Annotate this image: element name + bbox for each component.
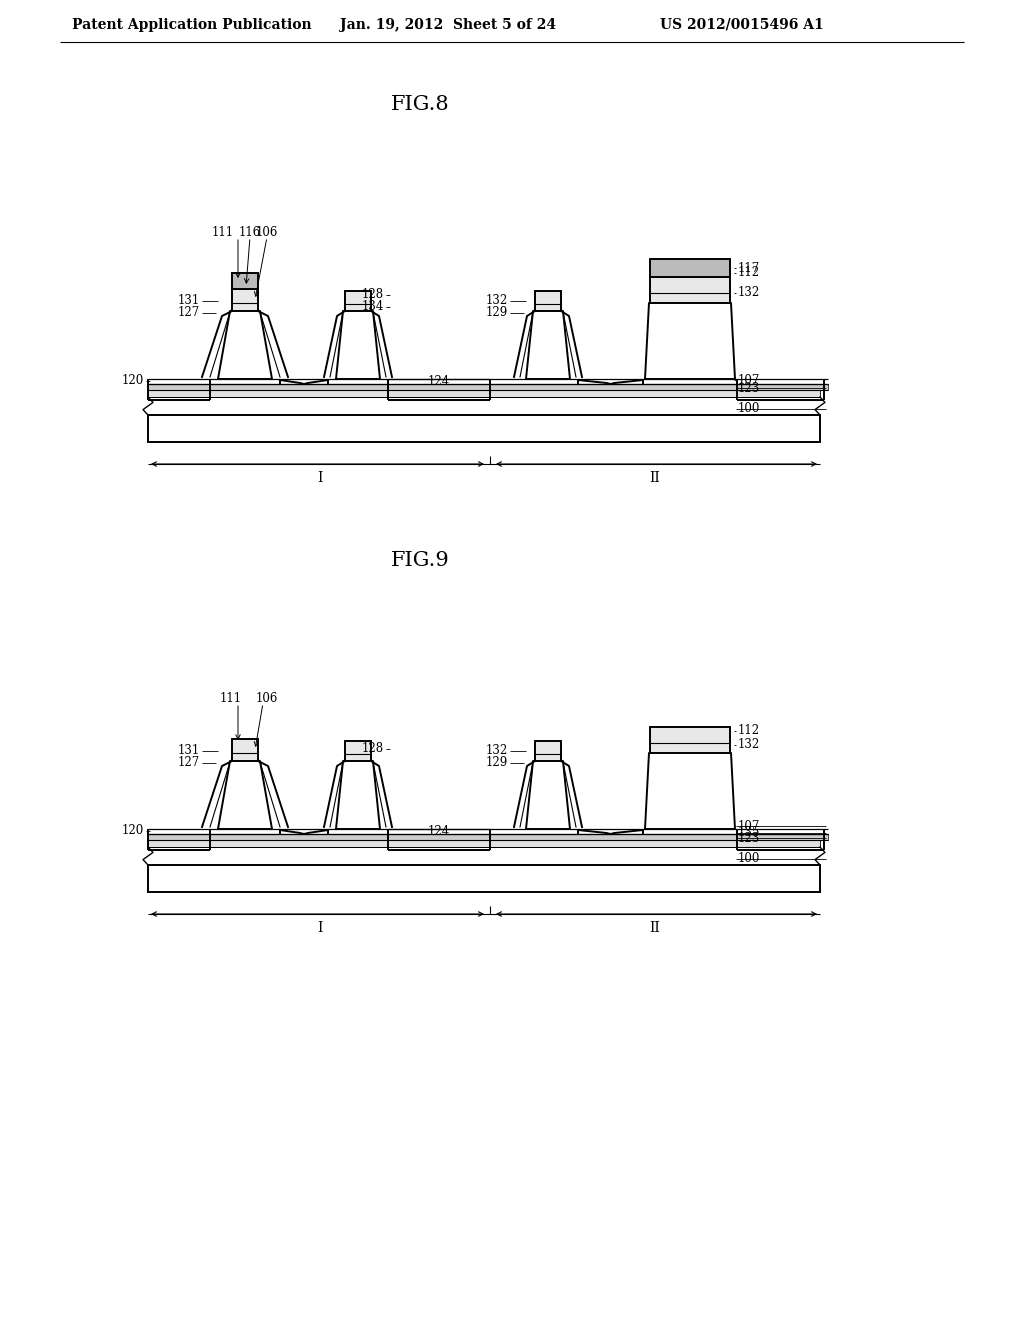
Text: 127: 127	[178, 306, 200, 319]
Text: 128: 128	[361, 742, 384, 755]
Text: 124: 124	[428, 825, 451, 838]
Bar	[148, 834, 828, 840]
Text: FIG.8: FIG.8	[391, 95, 450, 115]
Text: 123: 123	[738, 381, 760, 395]
Text: 132: 132	[738, 286, 760, 300]
Polygon shape	[645, 304, 735, 379]
Text: 117: 117	[738, 261, 760, 275]
Polygon shape	[218, 762, 272, 829]
Text: 112: 112	[738, 267, 760, 280]
Bar	[650, 727, 730, 752]
Text: 127: 127	[178, 756, 200, 770]
Text: 123: 123	[738, 832, 760, 845]
Bar	[232, 289, 258, 312]
Polygon shape	[645, 752, 735, 829]
Bar	[535, 741, 561, 762]
Text: 135: 135	[738, 826, 761, 840]
Bar	[148, 389, 820, 397]
Text: 132: 132	[738, 738, 760, 751]
Text: 129: 129	[485, 306, 508, 319]
Text: 111: 111	[220, 693, 242, 705]
Text: 111: 111	[212, 227, 234, 239]
Text: 120: 120	[122, 375, 144, 388]
Text: 100: 100	[738, 403, 761, 416]
Bar	[148, 840, 820, 847]
Text: 120: 120	[122, 825, 144, 837]
Text: Patent Application Publication: Patent Application Publication	[72, 18, 311, 32]
Polygon shape	[336, 762, 380, 829]
Text: 112: 112	[738, 725, 760, 738]
Text: I: I	[317, 471, 323, 484]
Text: II: II	[649, 921, 660, 935]
Text: 106: 106	[256, 227, 279, 239]
Text: 131: 131	[178, 294, 200, 308]
Text: 132: 132	[485, 744, 508, 758]
Polygon shape	[336, 312, 380, 379]
Polygon shape	[526, 312, 570, 379]
Text: US 2012/0015496 A1: US 2012/0015496 A1	[660, 18, 823, 32]
Text: 128: 128	[361, 289, 384, 301]
Bar	[148, 865, 820, 892]
Text: I: I	[317, 921, 323, 935]
Text: 129: 129	[485, 756, 508, 770]
Text: II: II	[649, 471, 660, 484]
Bar	[148, 384, 828, 389]
Bar	[232, 273, 258, 289]
Polygon shape	[218, 312, 272, 379]
Bar	[345, 741, 371, 762]
Bar	[650, 277, 730, 304]
Text: Jan. 19, 2012  Sheet 5 of 24: Jan. 19, 2012 Sheet 5 of 24	[340, 18, 556, 32]
Text: 107: 107	[738, 374, 761, 387]
Text: 100: 100	[738, 853, 761, 866]
Bar	[345, 290, 371, 312]
Bar	[148, 414, 820, 442]
Text: 106: 106	[256, 693, 279, 705]
Text: FIG.9: FIG.9	[390, 550, 450, 569]
Text: 124: 124	[428, 375, 451, 388]
Bar	[535, 290, 561, 312]
Text: 134: 134	[361, 301, 384, 314]
Text: 116: 116	[239, 227, 261, 239]
Text: 107: 107	[738, 820, 761, 833]
Polygon shape	[526, 762, 570, 829]
Bar	[232, 739, 258, 762]
Bar	[650, 259, 730, 277]
Text: 132: 132	[485, 294, 508, 308]
Text: 131: 131	[178, 744, 200, 758]
